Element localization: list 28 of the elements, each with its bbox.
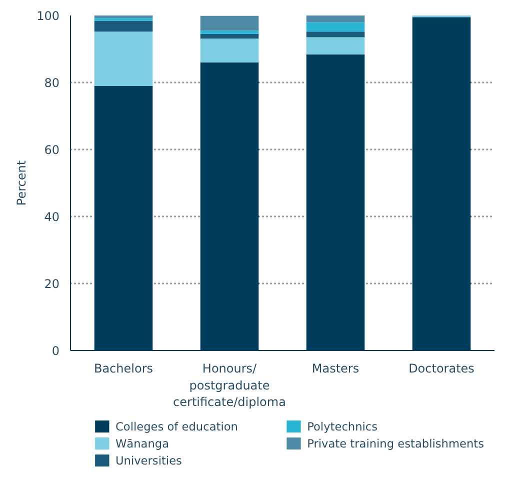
bar: [200, 30, 259, 34]
x-tick-label: Masters: [312, 362, 360, 376]
x-tick-label: Doctorates: [408, 362, 474, 376]
bar: [306, 22, 365, 32]
y-tick-label: 60: [44, 143, 60, 157]
x-tick-label: Bachelors: [94, 362, 154, 376]
legend-label: Universities: [115, 454, 182, 468]
x-tick-label: Honours/ postgraduate certificate/diploma: [173, 362, 286, 410]
bar: [306, 16, 365, 22]
bar: [306, 32, 365, 38]
bar: [200, 38, 259, 62]
bar: [306, 37, 365, 54]
bar: [94, 16, 153, 18]
y-axis-title: Percent: [14, 160, 29, 206]
bar: [94, 32, 153, 86]
legend-label: Polytechnics: [307, 420, 378, 434]
bar: [200, 34, 259, 39]
y-tick-label: 20: [44, 277, 60, 291]
legend-label: Private training establishments: [307, 436, 484, 450]
y-tick-label: 0: [52, 344, 60, 358]
bar: [94, 18, 153, 21]
legend-label: Colleges of education: [115, 420, 238, 434]
y-tick-label: 40: [44, 210, 60, 224]
bar: [200, 16, 259, 31]
y-tick-label: 100: [36, 9, 60, 23]
bar: [94, 20, 153, 32]
legend-label: Wānanga: [115, 436, 170, 450]
y-tick-label: 80: [44, 76, 60, 90]
